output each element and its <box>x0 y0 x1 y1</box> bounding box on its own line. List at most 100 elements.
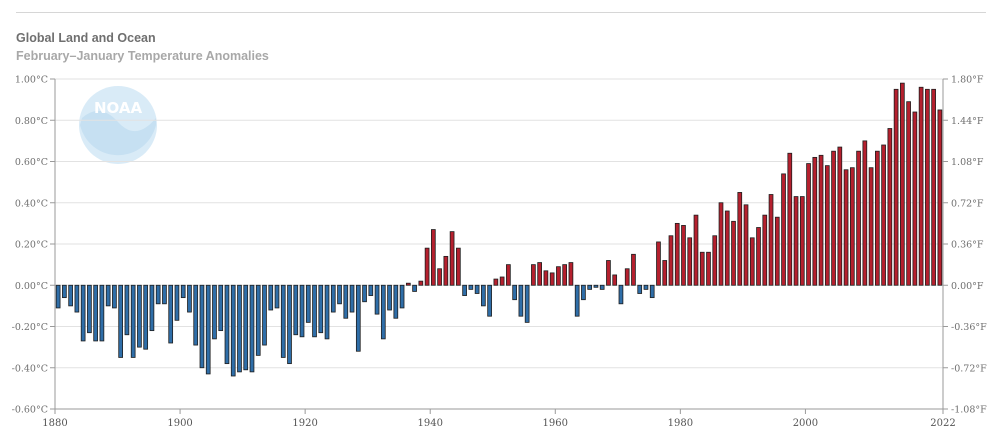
bar-1937 <box>405 282 411 286</box>
bar-1920 <box>299 284 305 338</box>
noaa-logo: NOAA <box>79 86 157 164</box>
bar-1986 <box>712 235 718 286</box>
bar-1899 <box>168 284 174 344</box>
bar-2019 <box>918 86 924 286</box>
bar-1885 <box>80 284 86 342</box>
y2-tick-label: -1.08°F <box>951 405 987 416</box>
bar-1908 <box>224 284 230 365</box>
bar-2013 <box>881 144 886 286</box>
bar-1984 <box>699 251 705 286</box>
bar-1940 <box>424 247 430 286</box>
bar-2006 <box>837 146 843 286</box>
bar-1964 <box>574 284 580 317</box>
bar-1894 <box>137 284 142 348</box>
bar-1919 <box>293 284 299 336</box>
bar-1881 <box>55 284 61 309</box>
bar-1993 <box>756 227 761 286</box>
bar-1967 <box>593 284 599 288</box>
bar-1884 <box>74 284 80 313</box>
bar-1941 <box>430 229 436 286</box>
bar-1945 <box>456 247 461 286</box>
bar-1982 <box>687 237 693 286</box>
top-divider <box>16 12 986 13</box>
bar-1976 <box>649 284 655 299</box>
bar-1926 <box>337 284 342 305</box>
x-tick-label: 1920 <box>292 418 317 429</box>
bar-1897 <box>155 284 161 305</box>
bar-1966 <box>587 284 593 290</box>
bar-1928 <box>349 284 355 313</box>
bar-2021 <box>931 88 936 286</box>
bar-1900 <box>174 284 180 321</box>
bar-1927 <box>343 284 349 319</box>
bar-1983 <box>693 214 699 286</box>
bar-1988 <box>724 210 730 286</box>
bar-1917 <box>280 284 286 358</box>
bar-1930 <box>362 284 367 303</box>
bar-1896 <box>149 284 155 332</box>
x-tick-label: 1880 <box>42 418 67 429</box>
bar-1974 <box>637 284 643 294</box>
bar-1953 <box>506 264 511 286</box>
bar-2018 <box>912 111 918 286</box>
bar-1905 <box>205 284 211 375</box>
bar-1895 <box>143 284 149 350</box>
bar-1994 <box>762 214 768 286</box>
bar-1914 <box>262 284 267 346</box>
bar-1887 <box>93 284 98 342</box>
bar-1911 <box>243 284 249 371</box>
x-tick-label: 2022 <box>930 418 955 429</box>
bar-1903 <box>193 284 199 346</box>
bar-1987 <box>718 202 724 286</box>
x-tick-label: 1900 <box>167 418 192 429</box>
y-tick-label: 0.80°C <box>15 116 48 127</box>
bar-1906 <box>212 284 217 340</box>
y2-tick-label: 0.36°F <box>951 240 984 251</box>
bar-1956 <box>524 284 530 323</box>
bar-1933 <box>380 284 386 340</box>
bar-1980 <box>674 222 680 286</box>
bar-2022 <box>937 109 943 286</box>
bar-1904 <box>199 284 205 369</box>
bar-1962 <box>562 264 567 286</box>
bar-1916 <box>274 284 280 309</box>
bar-2001 <box>806 163 811 286</box>
bar-2002 <box>812 156 818 286</box>
bar-1912 <box>249 284 255 373</box>
bar-1892 <box>124 284 130 336</box>
right-y-axis: -1.08°F -0.72°F -0.36°F 0.00°F 0.36°F 0.72°F 1… <box>942 75 987 416</box>
y2-tick-label: 1.44°F <box>951 116 984 127</box>
bar-1907 <box>218 284 224 332</box>
bar-1997 <box>781 173 786 286</box>
x-tick-label: 1940 <box>417 418 442 429</box>
bar-2020 <box>925 88 930 286</box>
bar-1931 <box>368 284 374 296</box>
bar-2012 <box>875 150 880 286</box>
bar-1948 <box>474 284 480 294</box>
bar-1883 <box>68 284 73 307</box>
chart-subtitle: February–January Temperature Anomalies <box>16 49 269 63</box>
y2-tick-label: -0.72°F <box>951 363 987 374</box>
y-tick-label: -0.40°C <box>12 363 48 374</box>
x-tick-label: 1960 <box>543 418 568 429</box>
bar-1902 <box>187 284 192 313</box>
bar-1910 <box>237 284 242 373</box>
bar-1888 <box>99 284 105 342</box>
bar-2010 <box>862 140 868 286</box>
bar-1901 <box>180 284 186 299</box>
bar-1939 <box>418 280 424 286</box>
bar-2014 <box>887 128 893 286</box>
bar-2008 <box>849 167 855 286</box>
bar-1990 <box>737 192 743 286</box>
bar-1936 <box>399 284 405 309</box>
bar-2017 <box>906 101 911 286</box>
bar-1947 <box>468 284 474 290</box>
bar-2009 <box>856 150 861 286</box>
bar-1981 <box>681 225 686 286</box>
bar-1999 <box>793 196 799 286</box>
bar-1977 <box>656 241 661 286</box>
bar-1978 <box>662 260 668 286</box>
bar-1942 <box>437 268 442 286</box>
bar-2016 <box>900 82 905 286</box>
bar-1898 <box>162 284 167 305</box>
